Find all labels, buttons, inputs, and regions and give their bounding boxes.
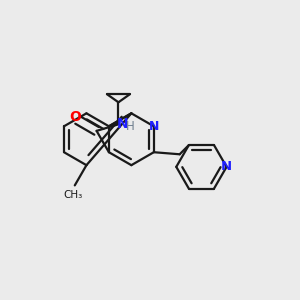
Text: N: N	[221, 160, 232, 173]
Text: N: N	[148, 120, 159, 133]
Text: N: N	[117, 117, 128, 131]
Text: H: H	[126, 120, 134, 134]
Text: CH₃: CH₃	[64, 190, 83, 200]
Text: O: O	[69, 110, 81, 124]
